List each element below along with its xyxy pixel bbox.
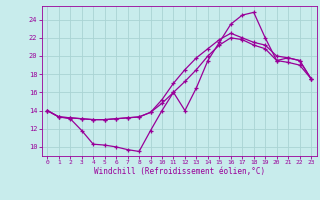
X-axis label: Windchill (Refroidissement éolien,°C): Windchill (Refroidissement éolien,°C) [94, 167, 265, 176]
